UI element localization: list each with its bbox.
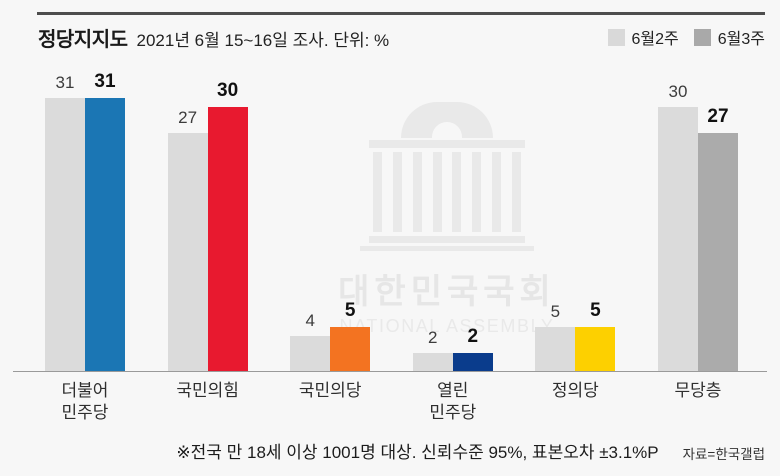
bar-더불어민주당-6월2주: 31 bbox=[45, 73, 85, 371]
category-label-4: 열린 민주당 bbox=[429, 381, 477, 422]
category-label-3: 국민의당 bbox=[298, 381, 362, 400]
bar-정의당-6월2주: 5 bbox=[535, 302, 576, 371]
bar-무당층-6월2주: 30 bbox=[657, 82, 698, 371]
bar-group-6: 30 27 bbox=[657, 82, 738, 371]
value-label: 2 bbox=[467, 326, 479, 348]
bar-국민의당-6월3주: 5 bbox=[330, 300, 371, 371]
bar-열린민주당-6월3주: 2 bbox=[452, 326, 493, 371]
value-label: 27 bbox=[707, 106, 729, 128]
bar-group-1: 31 31 bbox=[45, 71, 125, 371]
value-label: 30 bbox=[668, 82, 688, 101]
bar-국민의당-6월2주: 4 bbox=[290, 311, 331, 371]
top-rule bbox=[37, 12, 765, 15]
header: 정당지지도 2021년 6월 15~16일 조사. 단위: % bbox=[38, 23, 389, 52]
bar-group-2: 27 30 bbox=[167, 80, 248, 371]
value-label: 31 bbox=[55, 73, 75, 93]
legend-label-week2: 6월2주 bbox=[631, 31, 679, 48]
survey-subtitle: 2021년 6월 15~16일 조사. 단위: % bbox=[136, 31, 390, 50]
legend-swatch-week3 bbox=[693, 28, 711, 46]
bar-국민의힘-6월3주: 30 bbox=[207, 80, 248, 371]
survey-footnote: ※전국 만 18세 이상 1001명 대상. 신뢰수준 95%, 표본오차 ±3… bbox=[176, 443, 659, 462]
bar-chart: 31 31 27 30 4 5 2 2 5 5 30 27 bbox=[13, 71, 767, 372]
value-label: 5 bbox=[590, 300, 601, 321]
value-label: 4 bbox=[305, 310, 315, 330]
bar-무당층-6월3주: 27 bbox=[697, 106, 738, 371]
value-label: 5 bbox=[344, 300, 356, 321]
bar-더불어민주당-6월3주: 31 bbox=[85, 71, 125, 371]
category-label-2: 국민의힘 bbox=[176, 381, 239, 400]
legend-label-week3: 6월3주 bbox=[717, 31, 765, 48]
category-label-6: 무당층 bbox=[674, 381, 722, 400]
value-label: 31 bbox=[94, 71, 116, 93]
value-label: 5 bbox=[550, 302, 561, 321]
page-title: 정당지지도 bbox=[38, 29, 128, 51]
bar-열린민주당-6월2주: 2 bbox=[412, 328, 453, 371]
bar-국민의힘-6월2주: 27 bbox=[167, 108, 208, 371]
legend: 6월2주 6월3주 bbox=[607, 25, 765, 49]
data-source: 자료=한국갤럽 bbox=[682, 447, 765, 462]
category-label-1: 더불어 민주당 bbox=[61, 381, 109, 422]
value-label: 2 bbox=[428, 328, 438, 348]
value-label: 30 bbox=[217, 80, 239, 101]
value-label: 27 bbox=[178, 108, 198, 128]
legend-swatch-week2 bbox=[607, 28, 625, 46]
category-labels: 더불어 민주당 국민의힘 국민의당 열린 민주당 정의당 무당층 bbox=[13, 380, 767, 424]
category-label-5: 정의당 bbox=[551, 381, 599, 400]
bar-정의당-6월3주: 5 bbox=[575, 300, 616, 371]
